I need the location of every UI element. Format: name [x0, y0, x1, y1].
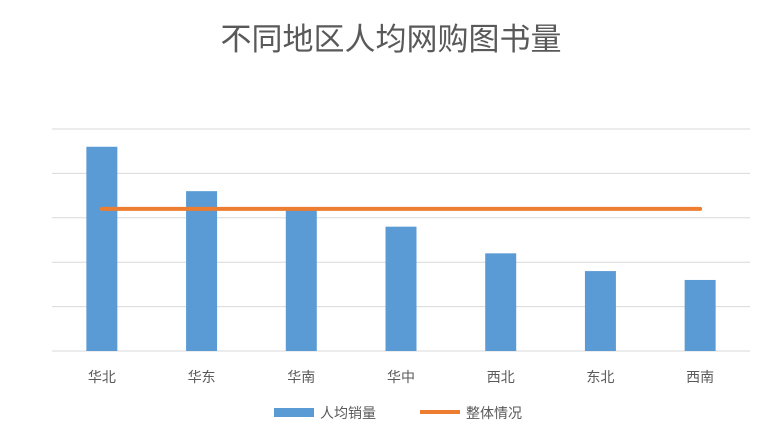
bar-华中	[385, 226, 417, 351]
legend-swatch-bar	[274, 408, 314, 417]
x-tick-label: 东北	[586, 370, 614, 386]
bar-西南	[684, 279, 716, 351]
bar-华南	[285, 208, 317, 351]
x-tick-label: 华东	[188, 370, 216, 386]
x-tick-label: 西北	[487, 370, 515, 386]
bar-西北	[485, 253, 517, 351]
x-tick-label: 华南	[287, 370, 315, 386]
bar-华北	[86, 146, 118, 351]
bar-华东	[186, 191, 218, 351]
legend-label-bar: 人均销量	[320, 406, 376, 422]
x-tick-label: 华北	[88, 370, 116, 386]
x-tick-label: 西南	[686, 370, 714, 386]
bar-东北	[584, 271, 616, 351]
x-tick-label: 华中	[387, 370, 415, 386]
legend-label-line: 整体情况	[466, 406, 522, 422]
chart-title: 不同地区人均网购图书量	[220, 22, 562, 58]
